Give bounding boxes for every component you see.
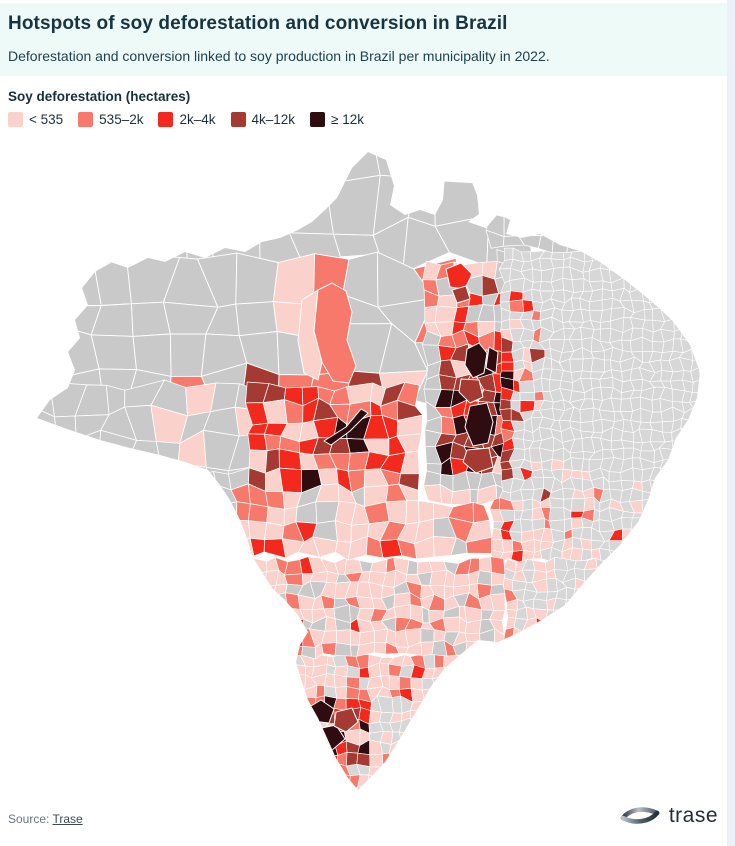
legend-swatch: [78, 112, 94, 127]
legend-swatch: [310, 112, 326, 127]
page-right-gutter: [727, 0, 735, 846]
legend-label: < 535: [29, 112, 64, 127]
legend-label: ≥ 12k: [331, 112, 364, 127]
page-subtitle: Deforestation and conversion linked to s…: [8, 48, 550, 64]
source-label: Source:: [8, 812, 50, 826]
hotspot-patch-tocantins-red-cluster: [445, 262, 473, 290]
legend-swatch: [230, 112, 246, 127]
source-link[interactable]: Trase: [52, 812, 83, 826]
page-title: Hotspots of soy deforestation and conver…: [8, 13, 508, 34]
source-line: Source: Trase: [8, 812, 83, 826]
legend-swatch: [8, 112, 23, 127]
legend-title: Soy deforestation (hectares): [8, 89, 191, 104]
legend-item: < 535: [8, 112, 63, 127]
hotspot-patch-bahia-brick-south: [462, 447, 494, 474]
legend-label: 4k–12k: [251, 112, 296, 127]
trase-wordmark: trase: [668, 804, 718, 827]
legend-label: 535–2k: [99, 112, 144, 127]
municipality-mesh: [37, 152, 700, 790]
legend-swatch: [158, 112, 174, 127]
legend-item: 535–2k: [78, 112, 143, 127]
legend-item: 2k–4k: [158, 112, 216, 127]
chart-header: Hotspots of soy deforestation and conver…: [0, 3, 727, 76]
legend-item: 4k–12k: [230, 112, 296, 127]
map-container: [0, 142, 735, 802]
hotspot-patch-mt-blob-salmon: [313, 282, 357, 384]
hotspot-patch-bahia-black-south: [464, 402, 494, 447]
map-legend: Soy deforestation (hectares) < 535 535–2k…: [8, 89, 379, 127]
hotspot-patch-bahia-black-north-a: [464, 342, 488, 379]
legend-label: 2k–4k: [179, 112, 216, 127]
hotspot-patch-bahia-black-north-b: [485, 346, 499, 374]
hotspot-patch-rs-brick: [333, 707, 359, 733]
trase-brand[interactable]: trase: [620, 804, 718, 828]
legend-item: ≥ 12k: [310, 112, 364, 127]
legend-items: < 535 535–2k 2k–4k 4k–12k ≥ 12k: [8, 112, 379, 127]
hotspot-patch-bahia-brick-mid: [458, 378, 484, 404]
hotspot-patch-tocantins-brick: [451, 285, 471, 304]
brazil-choropleth-map: [37, 152, 700, 790]
trase-logo-icon: [620, 807, 660, 824]
hotspot-patch-mt-streak-black: [323, 408, 369, 446]
